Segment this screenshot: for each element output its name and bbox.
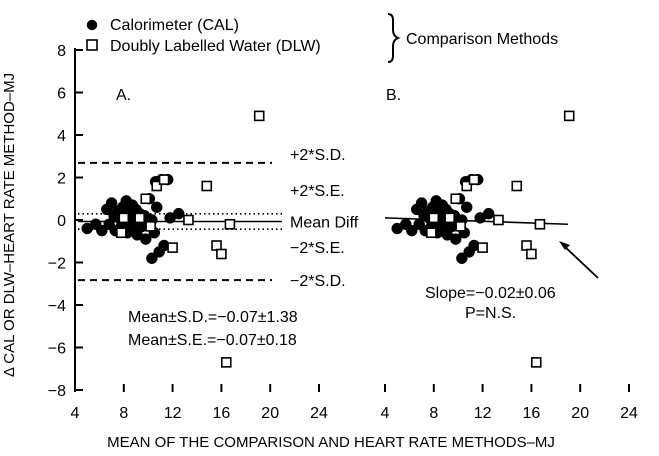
data-point-dlw bbox=[158, 174, 170, 185]
data-point-cal bbox=[406, 224, 418, 237]
legend-marker-cal bbox=[86, 19, 98, 31]
data-point-dlw bbox=[426, 227, 437, 239]
y-tick-label: 6 bbox=[57, 86, 66, 103]
data-point-dlw bbox=[521, 240, 532, 251]
y-ticks: 8 6 4 2 0 −2 −4 −6 −8 bbox=[48, 43, 83, 400]
y-tick-label: 4 bbox=[57, 128, 66, 145]
data-point-dlw bbox=[511, 180, 523, 192]
y-axis-label: Δ CAL OR DLW–HEART RATE METHOD–MJ bbox=[1, 73, 18, 377]
data-point-dlw bbox=[140, 193, 152, 205]
legend-brace bbox=[387, 13, 401, 63]
data-point-cal bbox=[96, 224, 108, 237]
panel-b-x-ticks: 4 8 12 16 20 24 bbox=[381, 384, 638, 422]
data-point-dlw bbox=[534, 218, 546, 230]
reference-line-label: +2*S.D. bbox=[290, 147, 346, 164]
data-point-dlw bbox=[118, 212, 130, 224]
x-tick-label: 20 bbox=[261, 405, 279, 422]
panel-a-points bbox=[81, 110, 265, 368]
panel-a-label: A. bbox=[116, 87, 131, 104]
data-point-cal bbox=[164, 212, 176, 224]
panel-a-reference-lines: +2*S.D. +2*S.E. Mean Diff −2*S.E. −2*S.D. bbox=[78, 147, 359, 290]
legend-label-cal: Calorimeter (CAL) bbox=[110, 17, 239, 34]
x-tick-label: 16 bbox=[523, 405, 541, 422]
data-point-cal bbox=[450, 233, 462, 245]
data-point-dlw bbox=[220, 357, 232, 368]
data-point-dlw bbox=[211, 240, 222, 251]
data-point-dlw bbox=[134, 212, 145, 224]
slope-text: Slope=−0.02±0.06 bbox=[425, 285, 556, 302]
legend: Calorimeter (CAL) Doubly Labelled Water … bbox=[86, 13, 558, 63]
x-tick-label: 24 bbox=[310, 405, 328, 422]
reference-line-label: Mean Diff bbox=[290, 214, 359, 231]
x-tick-label: 4 bbox=[381, 405, 390, 422]
panel-a-x-ticks: 4 8 12 16 20 24 bbox=[71, 384, 328, 422]
y-tick-label: −8 bbox=[48, 383, 66, 400]
panel-b: 4 8 12 16 20 24 B. Slope=−0.02±0.06 P=N.S. bbox=[381, 87, 638, 422]
y-tick-label: 2 bbox=[57, 171, 66, 188]
slope-arrowhead bbox=[559, 241, 570, 250]
reference-line-label: −2*S.E. bbox=[290, 240, 345, 257]
data-point-dlw bbox=[253, 110, 265, 122]
y-tick-label: −2 bbox=[48, 256, 66, 273]
data-point-dlw bbox=[455, 221, 466, 232]
panel-b-points bbox=[391, 110, 575, 368]
panel-b-label: B. bbox=[386, 87, 401, 104]
x-tick-label: 12 bbox=[474, 405, 492, 422]
data-point-dlw bbox=[450, 193, 462, 205]
data-point-dlw bbox=[201, 180, 213, 192]
reference-line-label: −2*S.D. bbox=[290, 273, 346, 290]
panel-a-stats-sd: Mean±S.D.=−0.07±1.38 bbox=[128, 309, 298, 326]
x-axis-label: MEAN OF THE COMPARISON AND HEART RATE ME… bbox=[107, 434, 555, 451]
data-point-dlw bbox=[183, 214, 194, 226]
data-point-dlw bbox=[167, 242, 178, 253]
x-tick-label: 20 bbox=[571, 405, 589, 422]
data-point-dlw bbox=[224, 218, 236, 230]
slope-arrow bbox=[562, 244, 599, 279]
data-point-dlw bbox=[444, 212, 455, 224]
data-point-cal bbox=[140, 233, 152, 245]
reference-line-label: +2*S.E. bbox=[290, 183, 345, 200]
data-point-dlw bbox=[530, 357, 542, 368]
slope-p-text: P=N.S. bbox=[465, 305, 516, 322]
data-point-cal bbox=[415, 197, 428, 209]
data-point-cal bbox=[150, 201, 163, 213]
y-tick-label: 0 bbox=[57, 213, 66, 230]
data-point-dlw bbox=[563, 110, 575, 122]
data-point-dlw bbox=[116, 227, 127, 239]
legend-label-dlw: Doubly Labelled Water (DLW) bbox=[110, 38, 321, 55]
data-point-dlw bbox=[468, 174, 480, 185]
data-point-dlw bbox=[461, 180, 473, 192]
legend-group-label: Comparison Methods bbox=[406, 31, 558, 48]
x-tick-label: 24 bbox=[620, 405, 638, 422]
x-tick-label: 8 bbox=[429, 405, 438, 422]
panel-a-stats-se: Mean±S.E.=−0.07±0.18 bbox=[128, 332, 297, 349]
data-point-dlw bbox=[428, 212, 440, 224]
data-point-cal bbox=[146, 252, 158, 264]
y-tick-label: −6 bbox=[48, 341, 66, 358]
data-point-cal bbox=[474, 212, 486, 224]
x-tick-label: 16 bbox=[213, 405, 231, 422]
data-point-dlw bbox=[145, 221, 156, 232]
data-point-cal bbox=[105, 197, 118, 209]
legend-marker-dlw bbox=[86, 39, 98, 51]
x-tick-label: 12 bbox=[164, 405, 182, 422]
data-point-dlw bbox=[477, 242, 488, 253]
data-point-dlw bbox=[526, 248, 537, 260]
data-point-cal bbox=[456, 252, 468, 264]
data-point-dlw bbox=[151, 180, 163, 192]
data-point-dlw bbox=[216, 248, 227, 260]
y-tick-label: 8 bbox=[57, 43, 66, 60]
data-point-dlw bbox=[493, 214, 504, 226]
y-tick-label: −4 bbox=[48, 298, 66, 315]
x-tick-label: 4 bbox=[71, 405, 80, 422]
x-tick-label: 8 bbox=[119, 405, 128, 422]
data-point-cal bbox=[460, 201, 473, 213]
